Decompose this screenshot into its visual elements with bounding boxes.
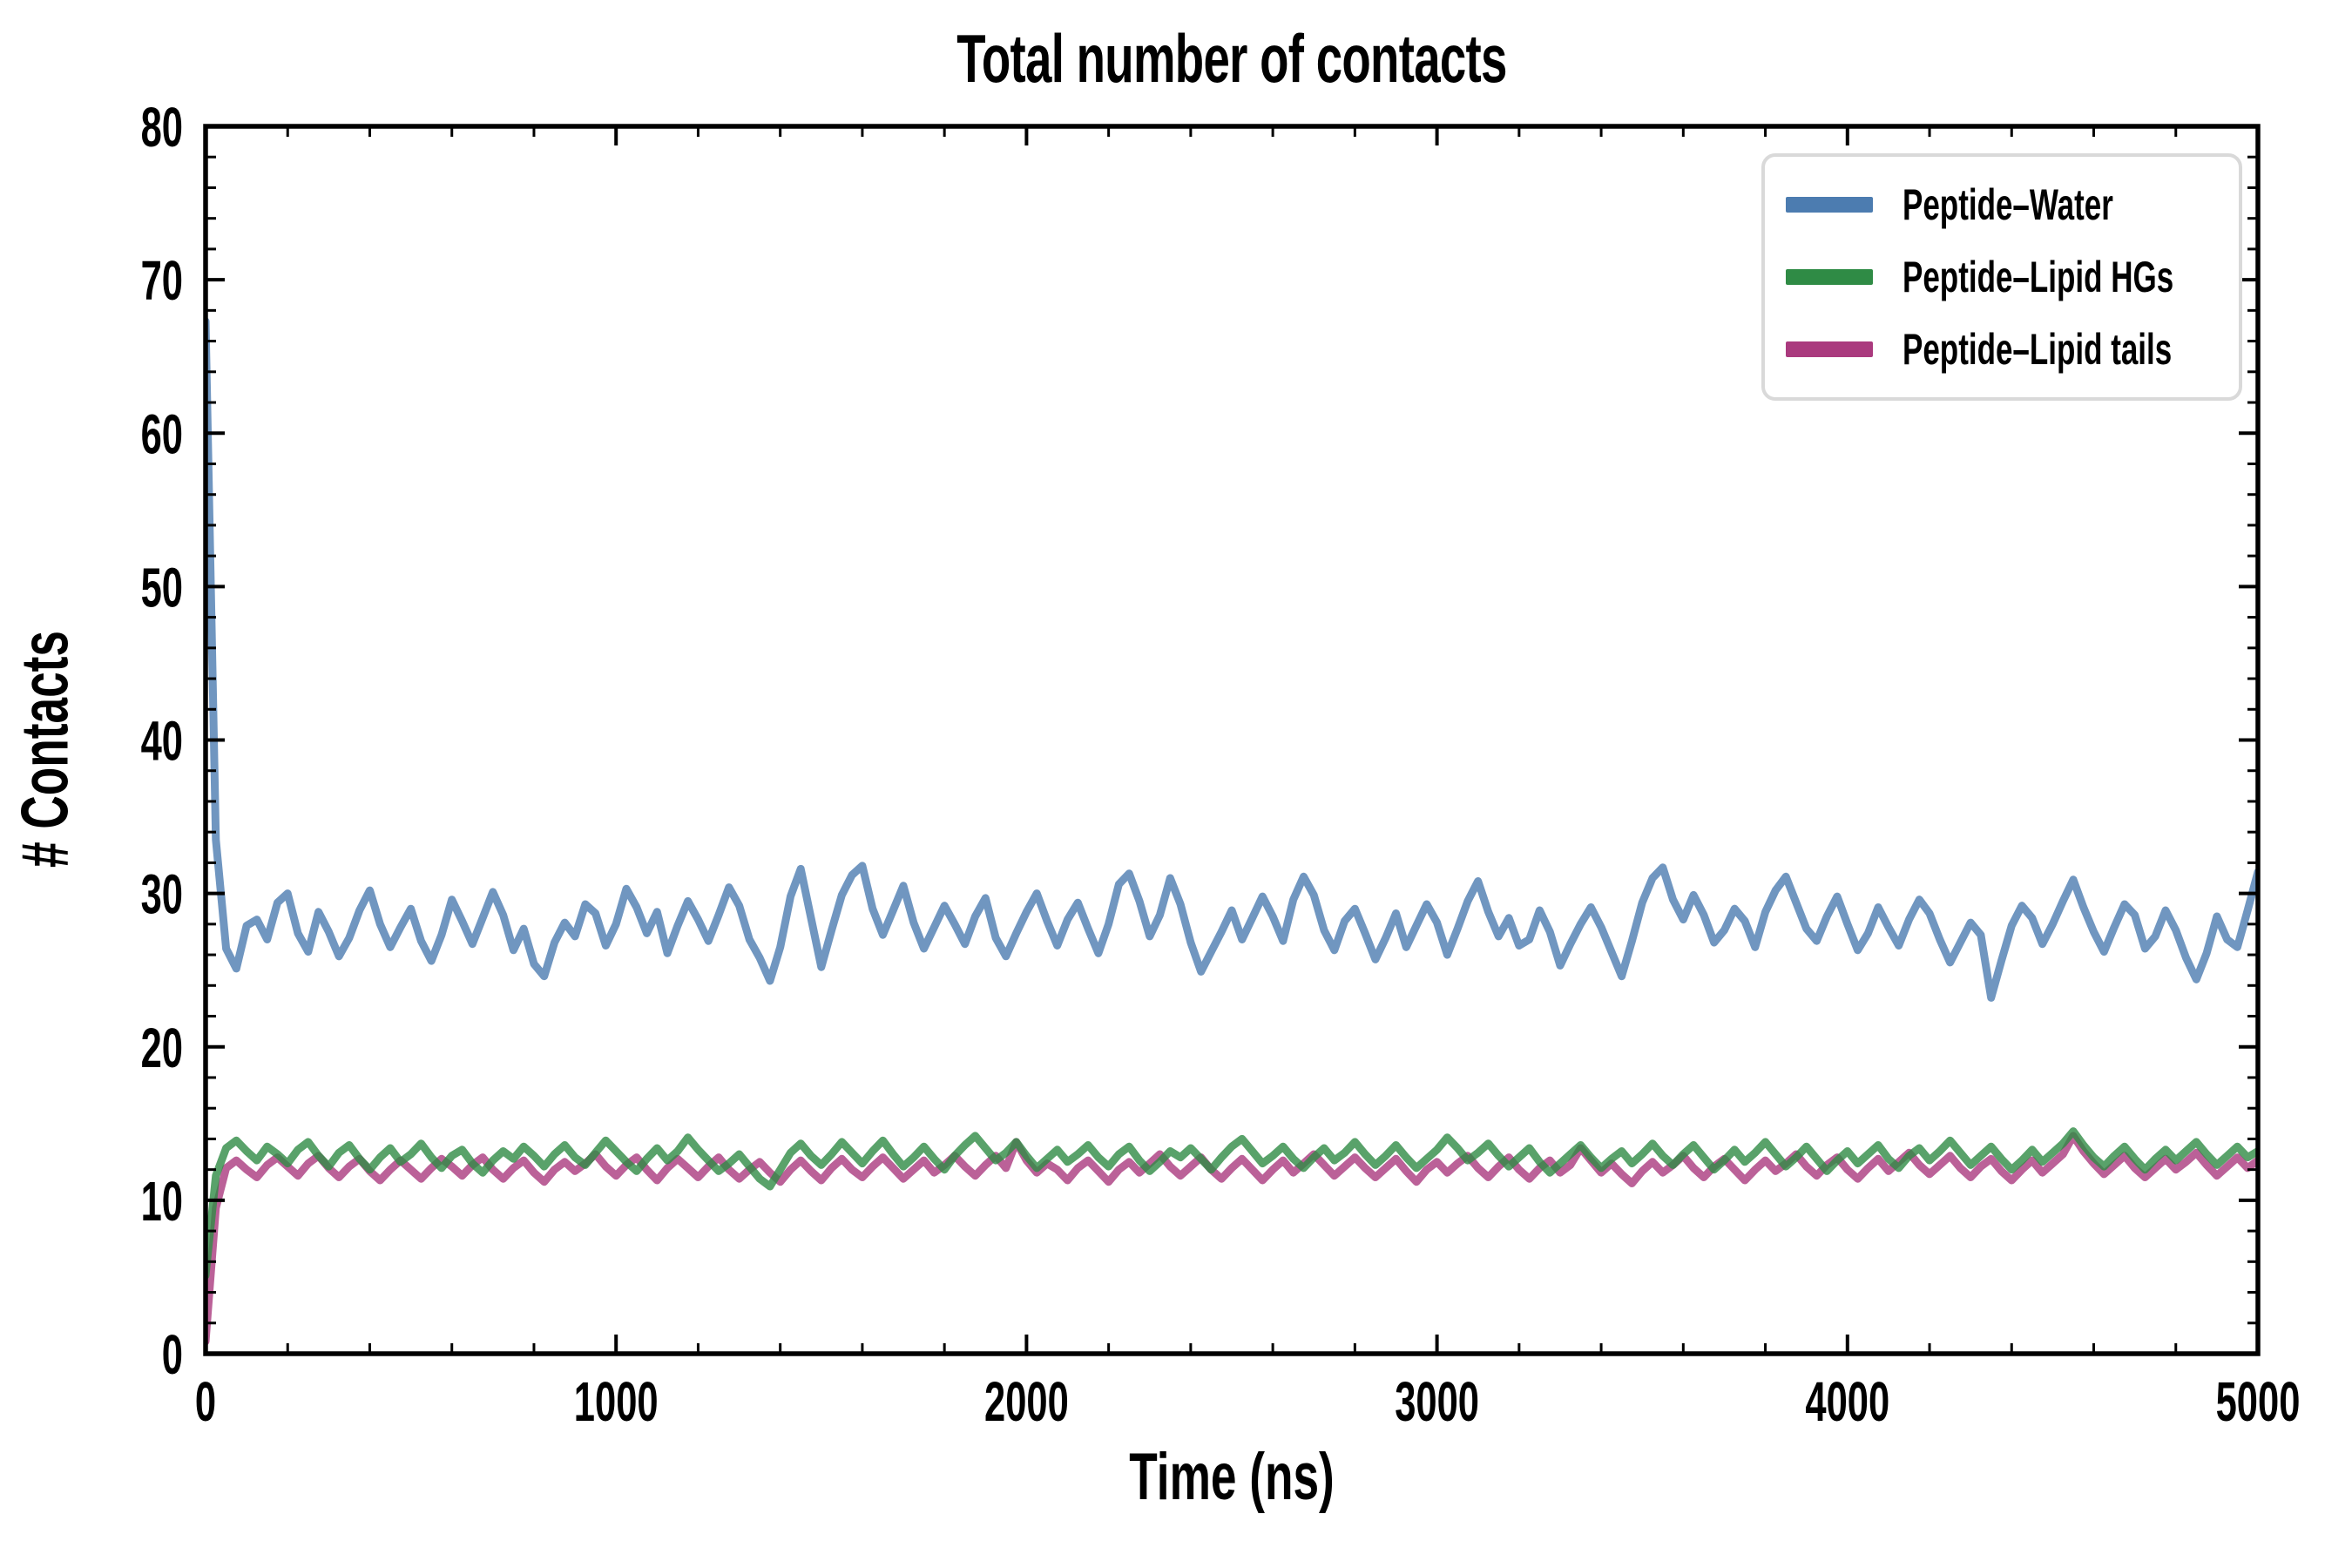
x-tick-label: 2000 — [984, 1370, 1069, 1434]
y-tick-label: 80 — [141, 96, 183, 159]
y-axis-label: # Contacts — [8, 631, 83, 868]
legend-swatch-peptide-lipid-hgs — [1786, 268, 1873, 285]
legend-label-peptide-lipid-hgs: Peptide–Lipid HGs — [1903, 252, 2174, 301]
axes-spines — [203, 124, 2261, 1356]
y-tick-label: 0 — [162, 1323, 183, 1387]
x-tick-label: 4000 — [1805, 1370, 1889, 1434]
legend-label-peptide-lipid-tails: Peptide–Lipid tails — [1903, 324, 2173, 374]
series-line-peptide-water — [206, 317, 2258, 1002]
y-tick-label: 60 — [141, 402, 183, 466]
x-tick-label: 1000 — [574, 1370, 659, 1434]
x-axis-label: Time (ns) — [1129, 1440, 1335, 1514]
legend-entry: Peptide–Water — [1786, 179, 2239, 230]
y-tick-label: 10 — [141, 1169, 183, 1233]
series-line-peptide-lipid-tails — [206, 1132, 2258, 1346]
legend-label-peptide-water: Peptide–Water — [1903, 180, 2113, 230]
legend-swatch-peptide-water — [1786, 197, 1873, 213]
series-layer — [206, 317, 2258, 1346]
y-tick-label: 40 — [141, 709, 183, 773]
legend-swatch-peptide-lipid-tails — [1786, 341, 1873, 357]
y-tick-label: 30 — [141, 862, 183, 926]
x-tick-label: 3000 — [1395, 1370, 1479, 1434]
y-tick-label: 50 — [141, 556, 183, 619]
y-tick-label: 20 — [141, 1016, 183, 1079]
legend: Peptide–Water Peptide–Lipid HGs Peptide–… — [1761, 153, 2242, 401]
y-tick-label: 70 — [141, 249, 183, 313]
legend-entry: Peptide–Lipid tails — [1786, 324, 2239, 375]
chart-title: Total number of contacts — [956, 20, 1507, 97]
x-tick-label: 5000 — [2216, 1370, 2301, 1434]
x-tick-label: 0 — [195, 1370, 216, 1434]
series-line-peptide-lipid-hgs — [206, 1127, 2258, 1280]
legend-entry: Peptide–Lipid HGs — [1786, 252, 2239, 302]
